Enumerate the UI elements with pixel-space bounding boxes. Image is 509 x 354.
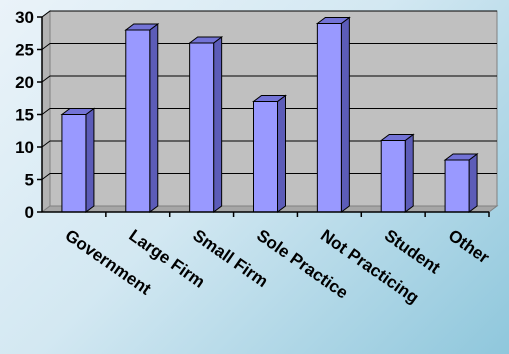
bar-student [379,133,415,213]
bar-front [444,159,470,213]
bar-front [125,29,151,213]
bar-front [316,23,342,213]
bar-front [189,42,215,213]
y-tick-label: 0 [25,203,34,222]
bar-other [443,153,479,213]
bar-front [380,140,406,213]
y-tick-label: 15 [15,106,34,125]
bar-small-firm [188,36,224,213]
y-tick-label: 30 [15,8,34,27]
bar-side [213,36,223,213]
gridline [41,10,497,18]
bar-large-firm [124,23,160,213]
bar-side [149,23,159,213]
bar-front [61,114,87,213]
bar-side [468,153,478,213]
bar-side [277,94,286,213]
bar-side [404,133,414,213]
bars [60,16,479,213]
y-tick-label: 5 [25,171,34,190]
bar-sole-practice [252,94,287,213]
bar-side [340,16,350,213]
bar-front [253,101,278,213]
bar-side [85,107,95,213]
y-axis-ticks: 0 5 10 15 20 25 30 [15,8,42,222]
bar-government [60,107,96,213]
y-tick-label: 20 [15,73,34,92]
x-tick-label: Other [445,226,493,268]
y-tick-label: 25 [15,41,34,60]
y-tick-label: 10 [15,138,34,157]
bar-not-practicing [315,16,351,213]
